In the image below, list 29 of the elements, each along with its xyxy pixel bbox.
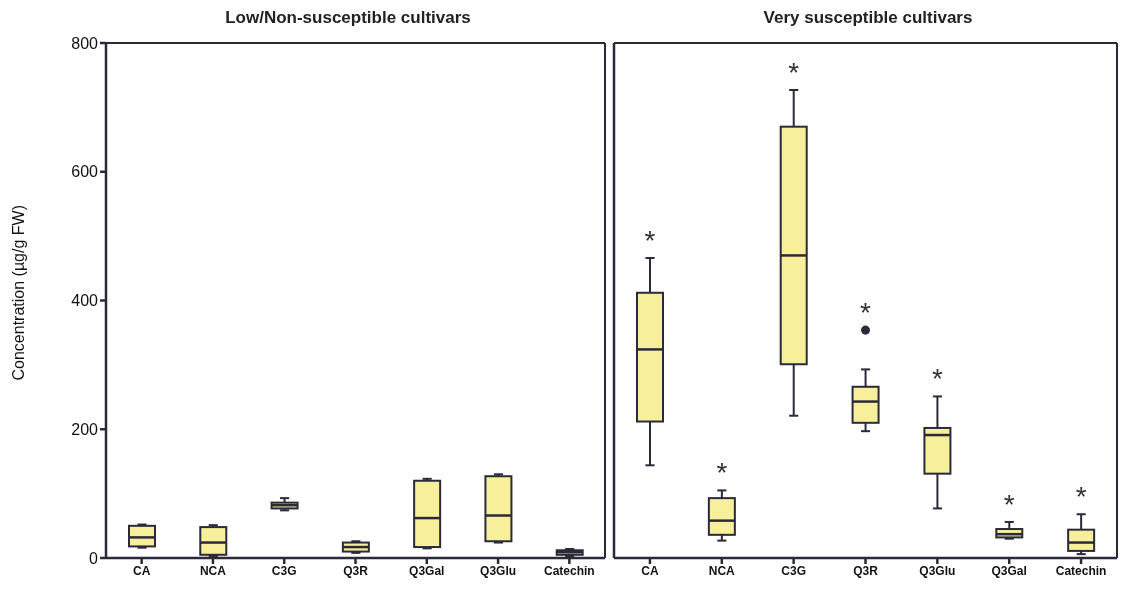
x-tick-label: NCA: [199, 563, 227, 578]
y-tick-label: 0: [89, 549, 99, 567]
x-tick-label: CA: [132, 563, 151, 578]
x-tick-label: Q3Glu: [480, 563, 517, 578]
x-tick-label: Q3Gal: [409, 563, 445, 578]
y-axis-title: Concentration (µg/g FW): [9, 205, 27, 381]
annotation: *: [1075, 481, 1087, 513]
x-tick-label: C3G: [781, 563, 806, 578]
y-tick-label: 600: [71, 163, 99, 181]
annotation: *: [931, 363, 943, 395]
annotation: *: [860, 297, 872, 329]
chart-title: Low/Non-susceptible cultivars: [224, 8, 472, 29]
x-tick-label: Q3R: [343, 563, 369, 578]
annotation: *: [788, 56, 800, 88]
annotation: *: [644, 225, 656, 257]
x-tick-label: Q3Glu: [919, 563, 956, 578]
x-tick-label: NCA: [708, 563, 736, 578]
chart-title: Very susceptible cultivars: [762, 8, 974, 29]
annotation: *: [716, 457, 728, 489]
y-tick-label: 400: [71, 292, 99, 310]
x-tick-label: Q3R: [853, 563, 879, 578]
y-tick-label: 200: [71, 420, 99, 438]
x-tick-label: Q3Gal: [991, 563, 1027, 578]
x-tick-label: Catechin: [544, 563, 595, 578]
x-tick-label: C3G: [271, 563, 297, 578]
annotation: *: [1003, 488, 1015, 520]
x-tick-label: CA: [641, 563, 659, 578]
x-tick-label: Catechin: [1055, 563, 1107, 578]
y-tick-label: 800: [71, 34, 99, 52]
